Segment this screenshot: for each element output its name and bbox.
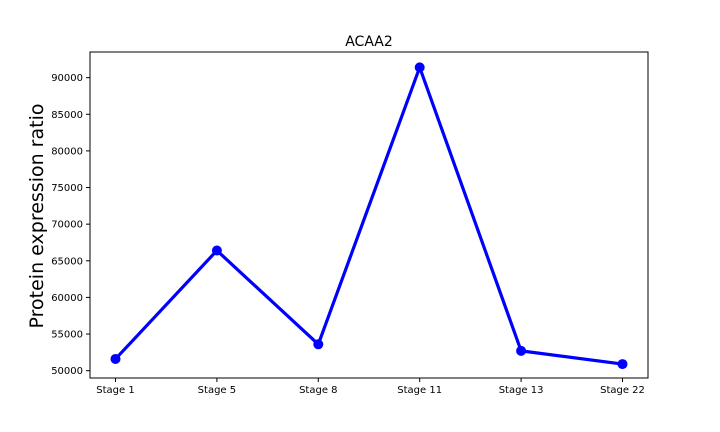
series-line (113, 65, 625, 366)
y-tick-label: 75000 (51, 183, 83, 194)
x-tick-label: Stage 5 (198, 385, 236, 396)
data-point (313, 339, 324, 350)
data-point (211, 245, 222, 256)
data-point (110, 353, 121, 364)
chart-title: ACAA2 (345, 34, 393, 50)
data-point (516, 345, 527, 356)
data-point (414, 62, 425, 73)
y-tick-label: 70000 (51, 220, 83, 231)
y-tick-label: 65000 (51, 256, 83, 267)
series-layer (110, 62, 628, 370)
x-tick-label: Stage 1 (96, 385, 134, 396)
x-tick-label: Stage 13 (499, 385, 544, 396)
y-tick-label: 60000 (51, 293, 83, 304)
y-tick-label: 50000 (51, 366, 83, 377)
y-axis: 50000 55000 60000 65000 70000 75000 80000 85000… (51, 73, 90, 377)
data-point (617, 359, 628, 370)
x-tick-label: Stage 8 (299, 385, 337, 396)
plot-area-frame (89, 51, 649, 379)
y-tick-label: 55000 (51, 330, 83, 341)
y-axis-label: Protein expression ratio (26, 104, 48, 329)
x-tick-label: Stage 11 (397, 385, 442, 396)
y-tick-label: 90000 (51, 73, 83, 84)
x-axis: Stage 1 Stage 5 Stage 8 Stage 11 Stage 13 Sta… (96, 378, 645, 396)
x-tick-label: Stage 22 (600, 385, 645, 396)
y-tick-label: 85000 (51, 110, 83, 121)
y-tick-label: 80000 (51, 146, 83, 157)
